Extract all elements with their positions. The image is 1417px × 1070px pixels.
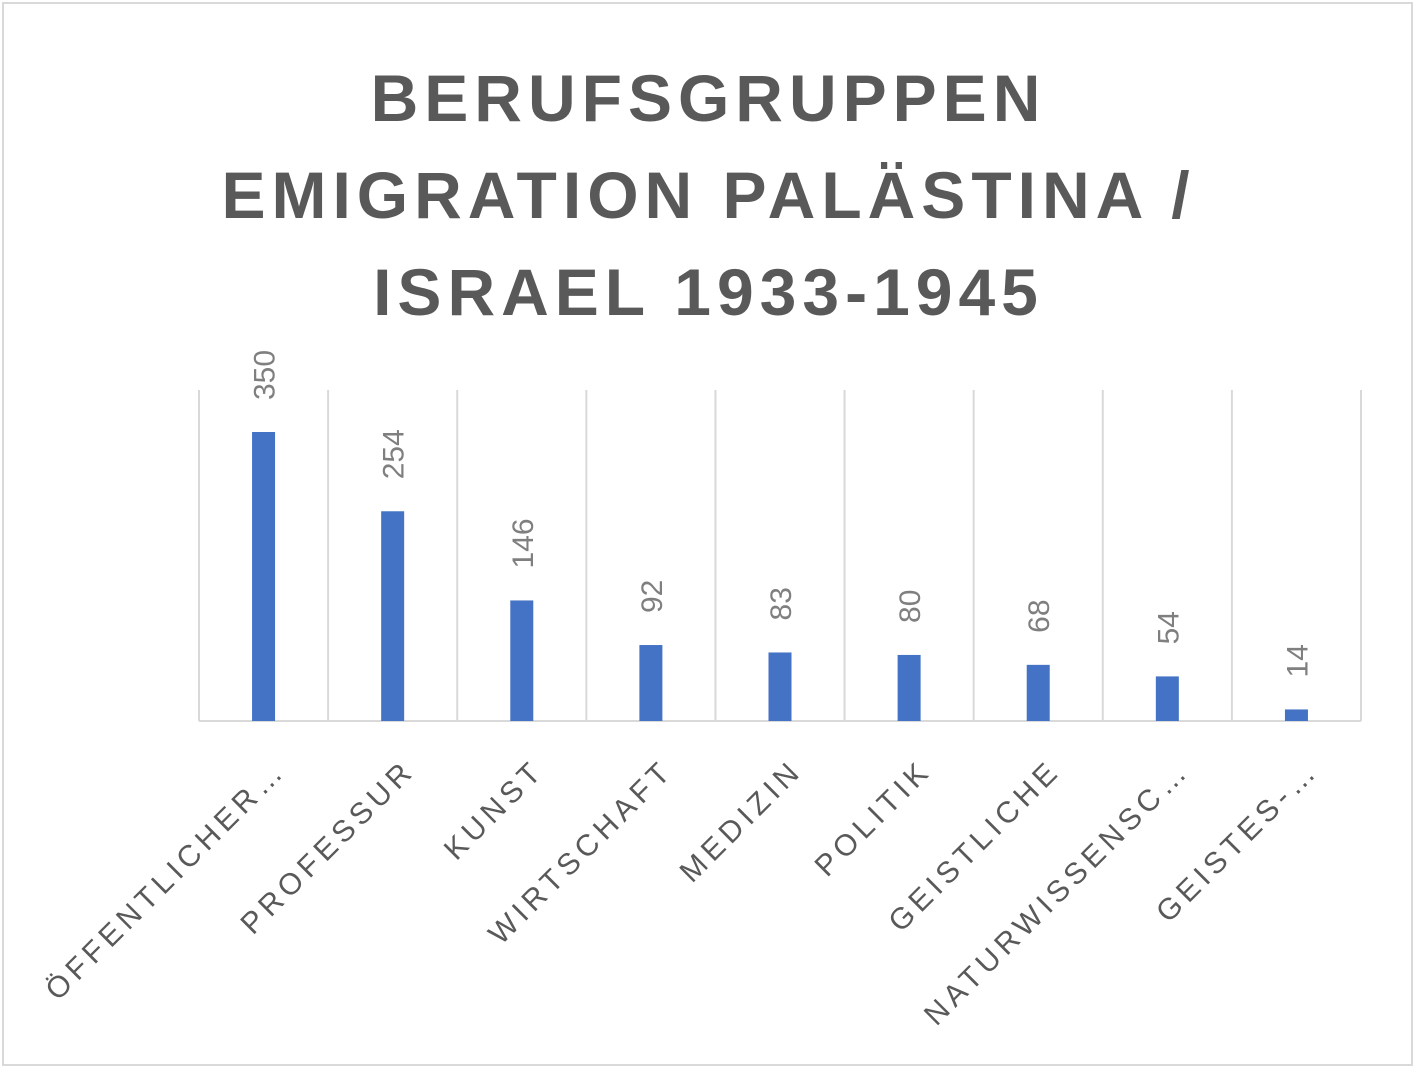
bar-1 [252, 432, 276, 721]
data-label-layer: 350 254 146 92 83 80 68 54 14 [249, 350, 1315, 678]
data-label-5: 83 [765, 587, 798, 620]
data-label-9: 14 [1281, 644, 1314, 677]
data-label-2: 254 [378, 429, 411, 479]
category-label-1: ÖFFENTLICHER… [39, 754, 292, 1007]
data-label-8: 54 [1152, 611, 1185, 644]
title-line-1: BERUFSGRUPPEN [370, 61, 1047, 135]
data-label-7: 68 [1023, 599, 1056, 632]
bar-2 [381, 511, 405, 721]
title-line-3: ISRAEL 1933-1945 [373, 255, 1044, 329]
category-label-5: MEDIZIN [674, 754, 809, 889]
bar-7 [1026, 664, 1050, 721]
bar-9 [1284, 709, 1308, 721]
data-label-3: 146 [507, 518, 540, 568]
bar-4 [639, 645, 663, 721]
title-line-2: EMIGRATION PALÄSTINA / [221, 158, 1196, 232]
chart-title: BERUFSGRUPPEN EMIGRATION PALÄSTINA / ISR… [0, 50, 1417, 341]
data-label-6: 80 [894, 590, 927, 623]
bar-6 [897, 654, 921, 721]
category-label-8: NATURWISSENSC… [918, 754, 1196, 1032]
category-label-layer: ÖFFENTLICHER…PROFESSUR KUNSTWIRTSCHAFTMED… [39, 754, 1325, 1032]
category-label-3: KUNST [438, 754, 551, 867]
bar-3 [510, 600, 534, 721]
data-label-4: 92 [636, 580, 669, 613]
bar-5 [768, 652, 792, 721]
bar-8 [1155, 676, 1179, 721]
bar-layer [252, 432, 1308, 721]
data-label-1: 350 [249, 350, 282, 400]
category-label-6: POLITIK [809, 754, 938, 883]
